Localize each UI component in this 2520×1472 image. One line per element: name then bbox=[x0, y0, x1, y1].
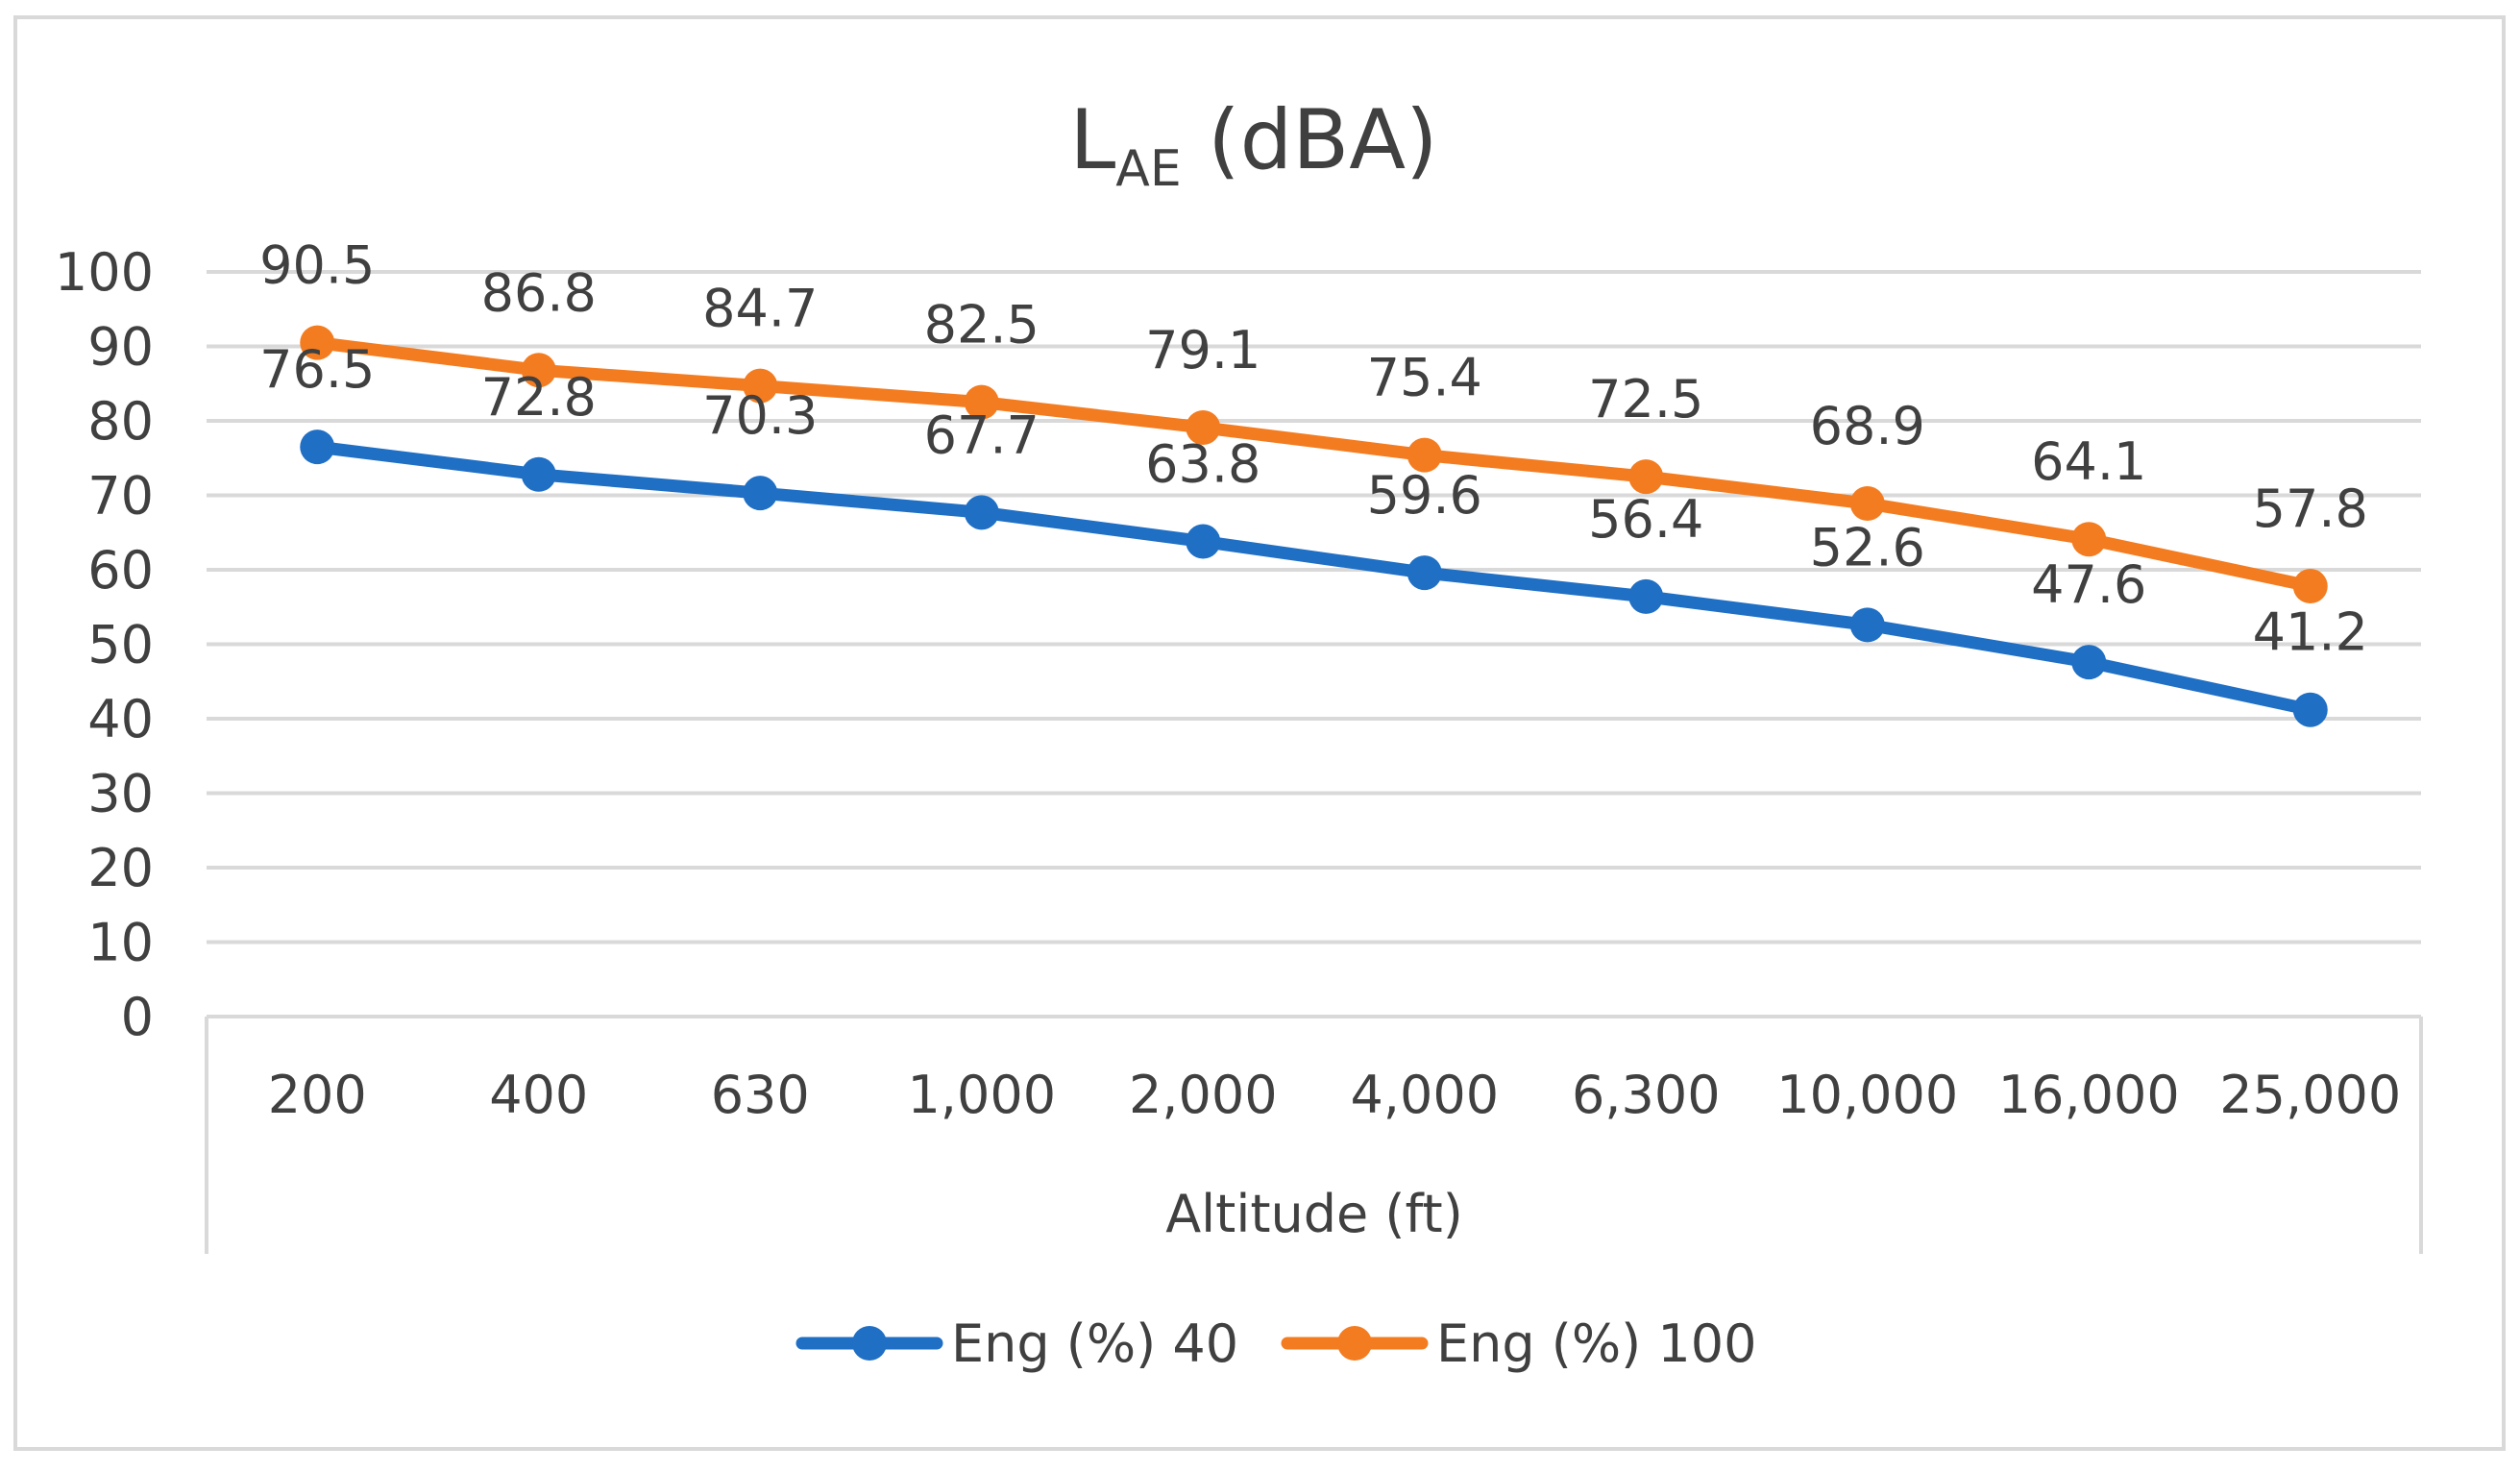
series-0-point-6 bbox=[1628, 578, 1664, 614]
chart-title-subscript: AE bbox=[1115, 140, 1181, 198]
series-1-label-9: 57.8 bbox=[2253, 478, 2368, 539]
y-tick-label-30: 30 bbox=[87, 764, 154, 824]
series-1-label-3: 82.5 bbox=[924, 295, 1040, 356]
series-1-point-7 bbox=[1849, 486, 1885, 522]
x-tick-label-1000: 1,000 bbox=[907, 1065, 1056, 1125]
series-0-point-8 bbox=[2071, 645, 2107, 680]
y-tick-label-80: 80 bbox=[87, 391, 154, 452]
x-tick-label-4000: 4,000 bbox=[1350, 1065, 1499, 1125]
x-tick-label-10000: 10,000 bbox=[1776, 1065, 1958, 1125]
series-0-point-0 bbox=[300, 429, 335, 465]
y-tick-label-10: 10 bbox=[87, 913, 154, 973]
series-1-label-4: 79.1 bbox=[1145, 320, 1260, 380]
series-lines bbox=[300, 325, 2328, 727]
y-tick-label-100: 100 bbox=[55, 242, 154, 303]
legend-item-1: Eng (%) 100 bbox=[1281, 1313, 1756, 1374]
series-0-label-4: 63.8 bbox=[1145, 434, 1260, 495]
legend-item-0: Eng (%) 40 bbox=[795, 1313, 1238, 1374]
chart-title: LAE (dBA) bbox=[1069, 92, 1437, 198]
y-tick-label-50: 50 bbox=[87, 615, 154, 675]
y-tick-label-60: 60 bbox=[87, 540, 154, 601]
series-1-label-1: 86.8 bbox=[481, 262, 597, 323]
chart-frame bbox=[13, 15, 2506, 1451]
series-0-point-1 bbox=[521, 456, 556, 492]
y-tick-label-0: 0 bbox=[121, 987, 154, 1047]
y-tick-label-90: 90 bbox=[87, 317, 154, 378]
series-0-point-7 bbox=[1849, 607, 1885, 643]
x-tick-label-16000: 16,000 bbox=[1998, 1065, 2180, 1125]
series-1-point-0 bbox=[300, 325, 335, 360]
series-0-label-0: 76.5 bbox=[259, 339, 375, 400]
axes bbox=[205, 1015, 2423, 1254]
y-tick-label-40: 40 bbox=[87, 689, 154, 749]
series-0-point-2 bbox=[743, 476, 778, 511]
x-axis-ticks: 200 400 630 1,000 2,000 4,000 6,300 10,000 16,00… bbox=[268, 1065, 2402, 1125]
series-0-point-3 bbox=[964, 495, 999, 530]
series-1-point-3 bbox=[964, 384, 999, 420]
x-tick-label-400: 400 bbox=[489, 1065, 588, 1125]
series-0-label-9: 41.2 bbox=[2253, 602, 2368, 663]
legend-label-0: Eng (%) 40 bbox=[951, 1313, 1238, 1374]
series-1-point-8 bbox=[2071, 522, 2107, 557]
series-0-label-7: 52.6 bbox=[1810, 517, 1925, 577]
series-1-label-0: 90.5 bbox=[259, 235, 375, 296]
x-axis-title: Altitude (ft) bbox=[1165, 1184, 1463, 1244]
series-0-label-8: 47.6 bbox=[2031, 554, 2146, 615]
series-0-point-5 bbox=[1407, 555, 1442, 591]
series-1-label-5: 75.4 bbox=[1367, 348, 1482, 408]
series-0-label-6: 56.4 bbox=[1588, 489, 1703, 550]
chart-title-main: L bbox=[1069, 92, 1115, 188]
x-tick-label-2000: 2,000 bbox=[1129, 1065, 1278, 1125]
series-1-label-2: 84.7 bbox=[702, 279, 818, 339]
gridlines bbox=[207, 270, 2421, 945]
x-tick-label-6300: 6,300 bbox=[1572, 1065, 1721, 1125]
y-tick-label-20: 20 bbox=[87, 838, 154, 898]
legend-label-1: Eng (%) 100 bbox=[1436, 1313, 1756, 1374]
chart-title-suffix: (dBA) bbox=[1182, 92, 1438, 188]
series-1-point-2 bbox=[743, 368, 778, 404]
series-1-point-9 bbox=[2292, 569, 2328, 604]
series-1-point-4 bbox=[1186, 409, 1221, 445]
y-axis-ticks: 0 10 20 30 40 50 60 70 80 90 100 bbox=[55, 242, 154, 1047]
x-tick-label-25000: 25,000 bbox=[2219, 1065, 2401, 1125]
x-tick-label-630: 630 bbox=[711, 1065, 810, 1125]
series-1-label-7: 68.9 bbox=[1810, 396, 1925, 456]
y-tick-label-70: 70 bbox=[87, 466, 154, 527]
series-0-label-5: 59.6 bbox=[1367, 465, 1482, 526]
series-1-label-6: 72.5 bbox=[1588, 369, 1703, 429]
series-1-label-8: 64.1 bbox=[2031, 431, 2146, 492]
series-0-label-2: 70.3 bbox=[702, 385, 818, 446]
series-line-1 bbox=[310, 336, 2317, 593]
series-0-label-3: 67.7 bbox=[924, 405, 1040, 465]
legend: Eng (%) 40 Eng (%) 100 bbox=[795, 1313, 1756, 1374]
data-labels: 76.5 72.8 70.3 67.7 63.8 59.6 56.4 52.6 47.6 41.2… bbox=[259, 235, 2368, 663]
series-1-point-1 bbox=[521, 353, 556, 388]
series-1-point-5 bbox=[1407, 437, 1442, 473]
x-tick-label-200: 200 bbox=[268, 1065, 367, 1125]
series-1-point-6 bbox=[1628, 459, 1664, 495]
series-line-0 bbox=[310, 440, 2317, 717]
series-0-point-4 bbox=[1186, 524, 1221, 559]
legend-swatch-marker-1 bbox=[1337, 1326, 1372, 1361]
legend-swatch-marker-0 bbox=[852, 1326, 887, 1361]
series-0-label-1: 72.8 bbox=[481, 367, 597, 428]
series-0-point-9 bbox=[2292, 692, 2328, 727]
